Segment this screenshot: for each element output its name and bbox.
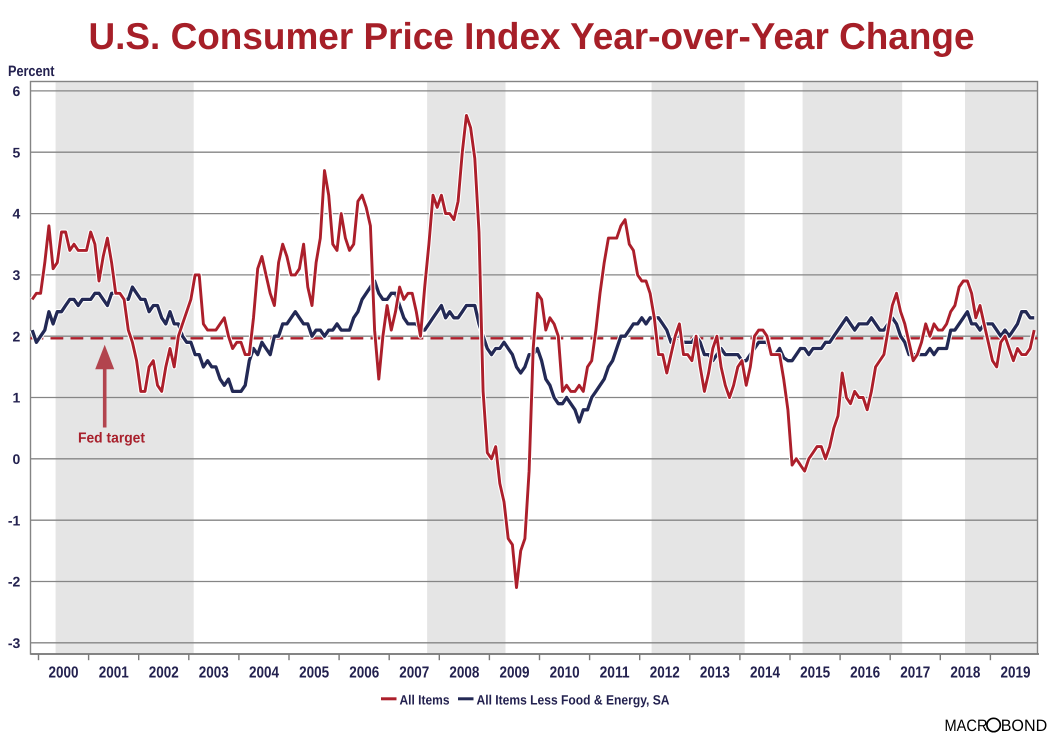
svg-text:2007: 2007	[399, 664, 429, 681]
svg-text:2006: 2006	[349, 664, 379, 681]
svg-text:2015: 2015	[800, 664, 830, 681]
svg-text:2013: 2013	[700, 664, 730, 681]
svg-text:2018: 2018	[950, 664, 980, 681]
svg-text:5: 5	[13, 144, 21, 160]
svg-text:0: 0	[13, 451, 21, 467]
svg-text:6: 6	[13, 83, 21, 99]
svg-text:2011: 2011	[600, 664, 630, 681]
svg-text:2: 2	[13, 328, 21, 344]
svg-text:4: 4	[13, 206, 21, 222]
svg-text:Fed target: Fed target	[78, 431, 145, 447]
svg-text:2017: 2017	[900, 664, 930, 681]
svg-text:2019: 2019	[1001, 664, 1031, 681]
svg-text:MACR: MACR	[945, 717, 988, 735]
svg-text:2002: 2002	[149, 664, 179, 681]
svg-text:2008: 2008	[449, 664, 479, 681]
svg-text:-1: -1	[8, 512, 21, 528]
svg-text:2000: 2000	[49, 664, 79, 681]
svg-text:2016: 2016	[850, 664, 880, 681]
svg-text:2009: 2009	[500, 664, 530, 681]
svg-text:-3: -3	[8, 635, 21, 651]
svg-text:Percent: Percent	[8, 63, 55, 80]
svg-text:U.S. Consumer Price Index Year: U.S. Consumer Price Index Year-over-Year…	[89, 15, 975, 57]
svg-text:All Items Less Food & Energy,: All Items Less Food & Energy, SA	[477, 692, 670, 707]
svg-text:2010: 2010	[550, 664, 580, 681]
svg-text:2003: 2003	[199, 664, 229, 681]
svg-text:1: 1	[13, 390, 21, 406]
svg-text:3: 3	[13, 267, 21, 283]
svg-text:-2: -2	[8, 574, 21, 590]
svg-text:2005: 2005	[299, 664, 329, 681]
svg-text:BOND: BOND	[1001, 717, 1048, 735]
svg-text:2014: 2014	[750, 664, 780, 681]
svg-text:2012: 2012	[650, 664, 680, 681]
svg-text:All Items: All Items	[400, 692, 450, 707]
svg-text:2004: 2004	[249, 664, 279, 681]
svg-text:2001: 2001	[99, 664, 129, 681]
